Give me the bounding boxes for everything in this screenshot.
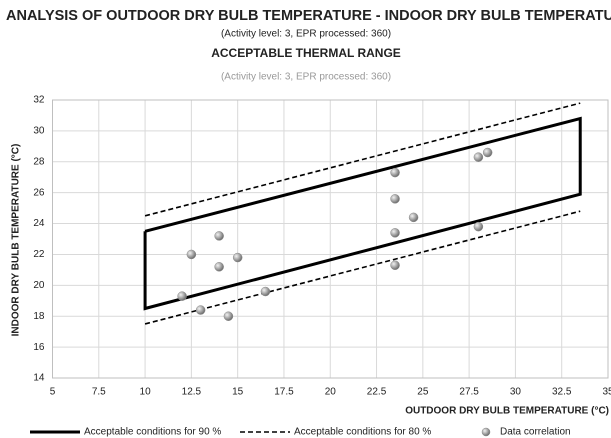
subtitle: (Activity level: 3, EPR processed: 360)	[221, 29, 391, 40]
data-point	[186, 249, 197, 260]
y-tick-label: 32	[33, 95, 45, 106]
legend-label: Acceptable conditions for 80 %	[294, 427, 431, 438]
legend-label: Data correlation	[500, 427, 571, 438]
chart-title: ACCEPTABLE THERMAL RANGE	[211, 46, 401, 60]
y-tick-label: 28	[33, 156, 45, 167]
y-tick-label: 18	[33, 311, 45, 322]
plot-border	[52, 99, 609, 379]
data-point	[260, 286, 271, 297]
x-tick-label: 10	[140, 387, 152, 398]
x-tick-label: 5	[50, 387, 56, 398]
data-point	[408, 212, 419, 223]
data-point	[482, 147, 493, 158]
data-point	[390, 194, 400, 204]
x-tick-label: 7.5	[92, 387, 106, 398]
legend-label: Acceptable conditions for 90 %	[84, 427, 221, 438]
line	[144, 210, 581, 325]
data-point	[177, 291, 187, 301]
x-tick-label: 15	[232, 387, 244, 398]
y-tick-label: 16	[33, 342, 45, 353]
data-point	[214, 262, 224, 272]
data-point	[390, 167, 400, 178]
legend-swatch	[481, 427, 491, 437]
x-tick-label: 22.5	[367, 387, 387, 398]
x-axis-title: OUTDOOR DRY BULB TEMPERATURE (°C)	[405, 406, 609, 417]
y-tick-label: 24	[33, 218, 45, 229]
line	[143, 116, 582, 311]
y-tick-label: 30	[33, 126, 45, 137]
line	[144, 102, 581, 217]
x-tick-label: 35	[602, 387, 611, 398]
title: ANALYSIS OF OUTDOOR DRY BULB TEMPERATURE…	[6, 8, 611, 24]
data-point	[473, 221, 484, 232]
data-point	[390, 228, 400, 238]
data-point	[223, 311, 234, 321]
y-tick-label: 26	[33, 187, 45, 198]
data-point	[232, 252, 243, 263]
data-point	[214, 231, 224, 241]
data-point	[195, 305, 206, 315]
data-point	[473, 152, 484, 162]
data-point	[390, 260, 400, 271]
x-tick-label: 27.5	[459, 387, 479, 398]
x-tick-label: 17.5	[274, 387, 294, 398]
y-axis-title: INDOOR DRY BULB TEMPERATURE (°C)	[11, 144, 22, 337]
x-tick-label: 30	[510, 387, 522, 398]
chart-subtitle: (Activity level: 3, EPR processed: 360)	[221, 72, 391, 83]
x-tick-label: 12.5	[182, 387, 202, 398]
x-tick-label: 20	[325, 387, 337, 398]
y-tick-label: 20	[33, 280, 45, 291]
x-tick-label: 25	[417, 387, 429, 398]
y-tick-label: 14	[33, 373, 45, 384]
y-tick-label: 22	[33, 249, 45, 260]
x-tick-label: 32.5	[552, 387, 572, 398]
